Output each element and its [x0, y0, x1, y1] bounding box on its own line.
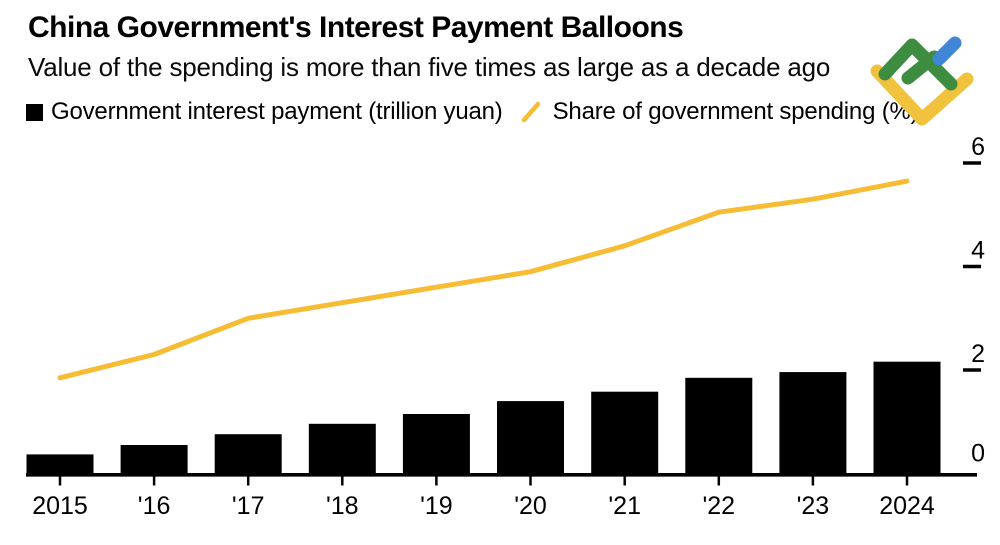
- logo-yellow-check: [870, 64, 974, 126]
- x-tick-label-2015: 2015: [32, 492, 88, 520]
- bar-series-swatch: [26, 103, 43, 121]
- bar-22: [685, 377, 753, 476]
- logo-blue-tip: [932, 36, 962, 66]
- chart-subtitle: Value of the spending is more than five …: [28, 52, 831, 82]
- share-of-spending-line: [57, 178, 910, 381]
- x-tick-label-20: '20: [514, 492, 547, 520]
- bar-17: [214, 434, 282, 476]
- bar-series-label: Government interest payment (trillion yu…: [51, 98, 503, 125]
- logo-green-arm: [901, 50, 941, 85]
- x-tick-label-22: '22: [703, 492, 736, 520]
- y-tick-label-4: 4: [971, 237, 985, 265]
- x-tick-label-23: '23: [797, 492, 830, 520]
- x-tick-label-19: '19: [420, 492, 453, 520]
- x-tick-label-17: '17: [232, 492, 265, 520]
- x-tick-label-18: '18: [326, 492, 359, 520]
- bar-19: [402, 414, 470, 476]
- line-series-swatch: [521, 101, 540, 123]
- line-series-swatch-line: [521, 101, 540, 123]
- bar-2024: [873, 361, 941, 476]
- y-tick-label-2: 2: [971, 340, 985, 368]
- litefinance-logo: [870, 36, 974, 126]
- chart-title: China Government's Interest Payment Ball…: [28, 11, 684, 44]
- x-tick-label-2024: 2024: [879, 492, 935, 520]
- bar-23: [779, 372, 847, 476]
- bar-20: [497, 401, 564, 476]
- bar-21: [591, 391, 659, 476]
- bar-2015: [26, 454, 94, 476]
- x-tick-label-16: '16: [138, 492, 171, 520]
- line-series-label: Share of government spending (%): [552, 98, 919, 125]
- x-tick-label-21: '21: [608, 492, 641, 520]
- bar-16: [120, 445, 188, 476]
- bar-18: [308, 423, 376, 476]
- y-tick-label-6: 6: [971, 133, 985, 161]
- y-tick-label-0: 0: [971, 440, 985, 468]
- logo-green-mark: [878, 38, 958, 91]
- legend: Government interest payment (trillion yu…: [26, 97, 919, 127]
